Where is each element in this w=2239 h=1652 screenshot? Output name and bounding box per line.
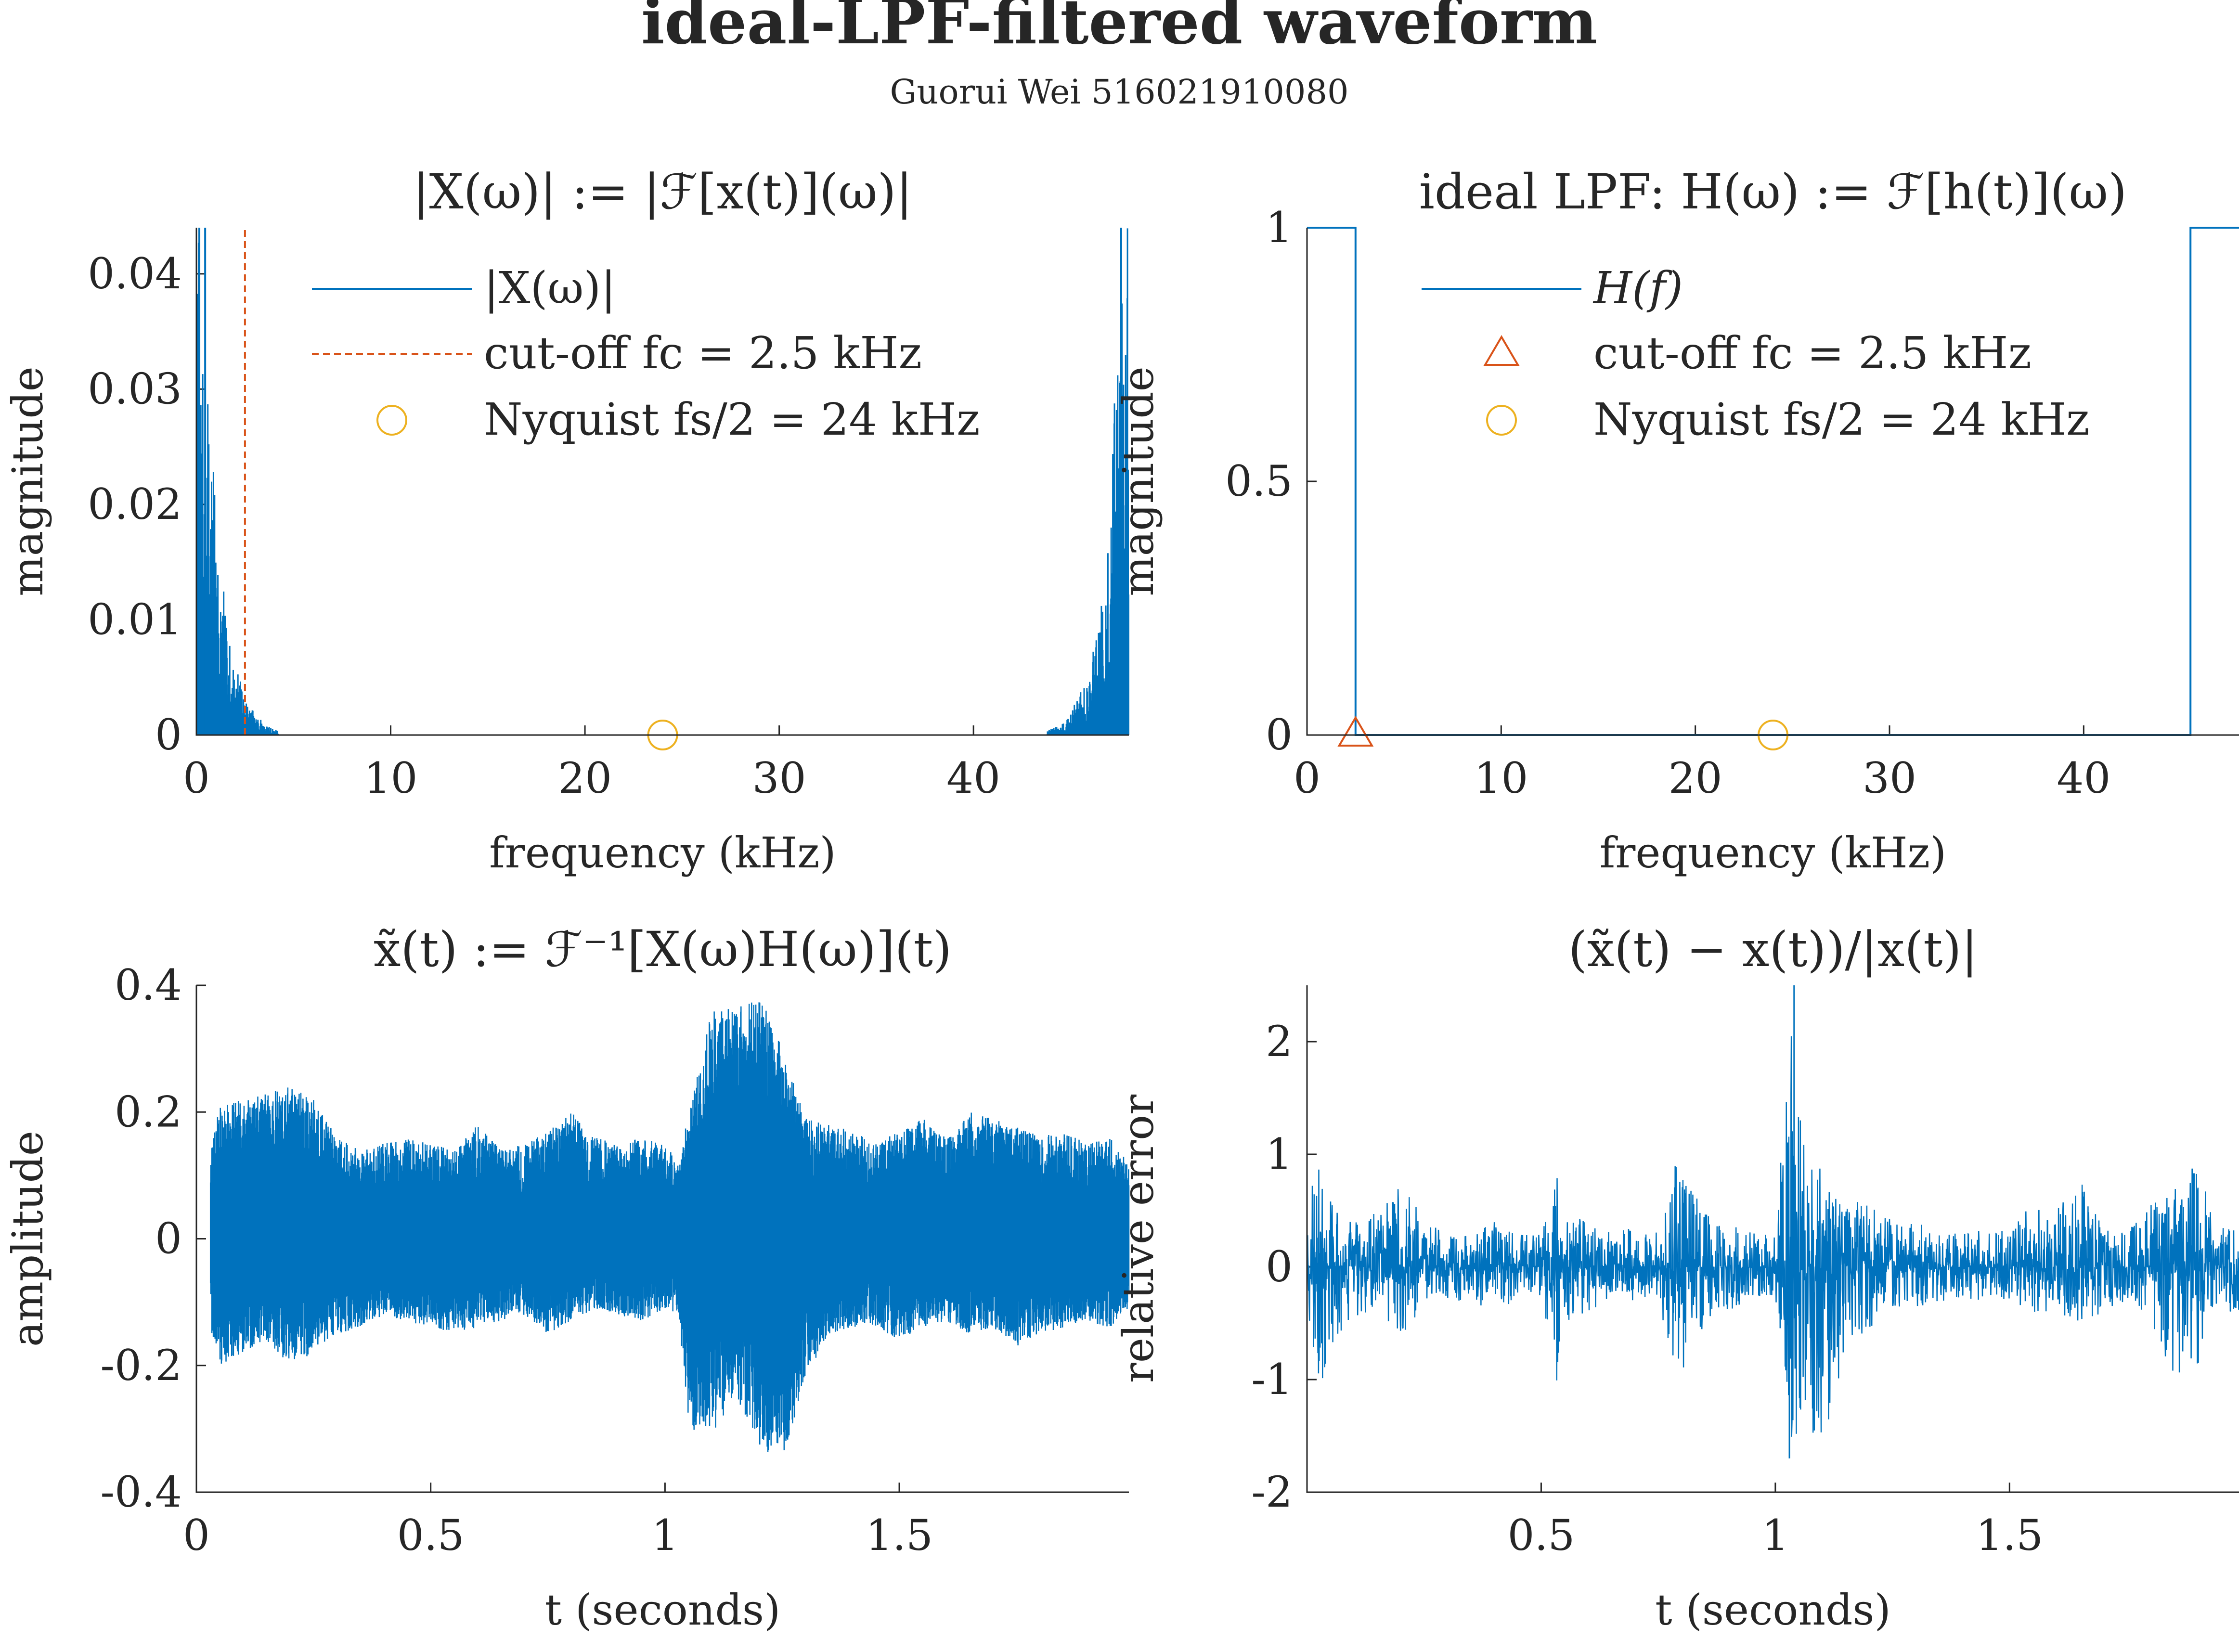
- waveform-ytick-label: 0.4: [115, 960, 182, 1010]
- error-axes-box: [1306, 985, 2239, 1493]
- legend-nyquist-marker: [376, 405, 407, 436]
- error-panel: (x̃(t) − x(t))/|x(t)| 0.5 1 1.5 -2 -1 0 1 2 t (se…: [1113, 921, 2239, 1635]
- waveform-ytick-label: 0.2: [115, 1087, 182, 1136]
- waveform-axes-box: [195, 985, 1129, 1493]
- filter-xlabel: frequency (kHz): [1600, 828, 1947, 878]
- waveform-xlabel: t (seconds): [545, 1585, 781, 1635]
- waveform-xtick-label: 1: [651, 1510, 678, 1560]
- error-ytick-label: 2: [1266, 1017, 1293, 1066]
- waveform-line: [209, 1002, 1130, 1452]
- waveform-xtick-label: 0.5: [397, 1510, 465, 1560]
- filter-panel: ideal LPF: H(ω) := ℱ[h(t)](ω) 0 10 20 30 40 0 0…: [1113, 164, 2239, 878]
- legend-cutoff-label: cut-off fc = 2.5 kHz: [1593, 327, 2032, 379]
- filter-xtick-label: 0: [1294, 753, 1320, 803]
- waveform-ylabel: amplitude: [3, 1131, 52, 1347]
- spectrum-xtick-label: 0: [183, 753, 210, 803]
- waveform-ytick-label: -0.4: [100, 1467, 182, 1517]
- waveform-xtick-label: 0: [183, 1510, 210, 1560]
- filter-ytick-label: 1: [1266, 203, 1293, 252]
- waveform-ytick-label: 0: [155, 1214, 182, 1264]
- spectrum-ytick-label: 0: [155, 710, 182, 760]
- spectrum-ytick-label: 0.03: [88, 364, 182, 413]
- error-ytick-label: -2: [1251, 1467, 1293, 1517]
- error-ytick-label: -1: [1251, 1355, 1293, 1404]
- legend-cutoff-label: cut-off fc = 2.5 kHz: [484, 327, 922, 379]
- filter-ylabel: magnitude: [1113, 366, 1163, 596]
- spectrum-peak: [198, 228, 1122, 735]
- spectrum-line: [195, 228, 1129, 736]
- error-xlabel: t (seconds): [1655, 1585, 1891, 1635]
- spectrum-xtick-label: 40: [946, 753, 1000, 803]
- legend-nyquist-marker: [1486, 405, 1517, 436]
- filter-ytick-label: 0.5: [1225, 456, 1293, 506]
- error-peak: [1788, 985, 1795, 1458]
- legend-nyquist-label: Nyquist fs/2 = 24 kHz: [484, 394, 980, 445]
- waveform-ytick-label: -0.2: [100, 1341, 182, 1390]
- spectrum-ytick-label: 0.02: [88, 479, 182, 529]
- legend-nyquist-label: Nyquist fs/2 = 24 kHz: [1593, 394, 2090, 445]
- error-line: [1306, 1036, 2239, 1437]
- spectrum-xtick-label: 20: [558, 753, 612, 803]
- spectrum-panel: |X(ω)| := |ℱ[x(t)](ω)| 0 10 20 30 40 0 0.01 0.02…: [3, 164, 1129, 878]
- error-xtick-label: 0.5: [1507, 1510, 1575, 1560]
- filter-xtick-label: 30: [1863, 753, 1916, 803]
- spectrum-ylabel: magnitude: [3, 366, 52, 596]
- error-ytick-label: 1: [1266, 1129, 1293, 1179]
- legend-cutoff-marker: [1483, 335, 1520, 366]
- spectrum-title: |X(ω)| := |ℱ[x(t)](ω)|: [413, 164, 912, 220]
- spectrum-xtick-label: 30: [752, 753, 806, 803]
- waveform-title: x̃(t) := ℱ⁻¹[X(ω)H(ω)](t): [374, 921, 952, 978]
- filter-xtick-label: 40: [2057, 753, 2110, 803]
- cutoff-marker: [1337, 716, 1374, 747]
- filter-axes-box: [1306, 228, 2239, 736]
- error-xtick-label: 1: [1762, 1510, 1789, 1560]
- legend-spectrum-label: |X(ω)|: [484, 262, 616, 314]
- filter-xtick-label: 10: [1474, 753, 1528, 803]
- error-xtick-label: 1.5: [1976, 1510, 2043, 1560]
- spectrum-axes-box: [195, 228, 1129, 736]
- filter-title: ideal LPF: H(ω) := ℱ[h(t)](ω): [1419, 164, 2127, 220]
- spectrum-xtick-label: 10: [364, 753, 418, 803]
- figure-subtitle: Guorui Wei 516021910080: [890, 72, 1348, 112]
- filter-line: [1307, 227, 2239, 736]
- filter-ytick-label: 0: [1266, 710, 1293, 760]
- spectrum-ytick-label: 0.01: [88, 594, 182, 644]
- error-ytick-label: 0: [1266, 1242, 1293, 1291]
- spectrum-xlabel: frequency (kHz): [489, 828, 836, 878]
- waveform-panel: x̃(t) := ℱ⁻¹[X(ω)H(ω)](t) 0 0.5 1 1.5 -0.4 -0.…: [3, 921, 1130, 1635]
- legend-filter-label: H(f): [1592, 262, 1683, 314]
- error-title: (x̃(t) − x(t))/|x(t)|: [1568, 921, 1978, 978]
- figure-title: ideal-LPF-filtered waveform: [641, 0, 1597, 58]
- spectrum-ytick-label: 0.04: [88, 249, 182, 298]
- waveform-xtick-label: 1.5: [866, 1510, 933, 1560]
- error-ylabel: relative error: [1113, 1094, 1163, 1383]
- filter-xtick-label: 20: [1669, 753, 1722, 803]
